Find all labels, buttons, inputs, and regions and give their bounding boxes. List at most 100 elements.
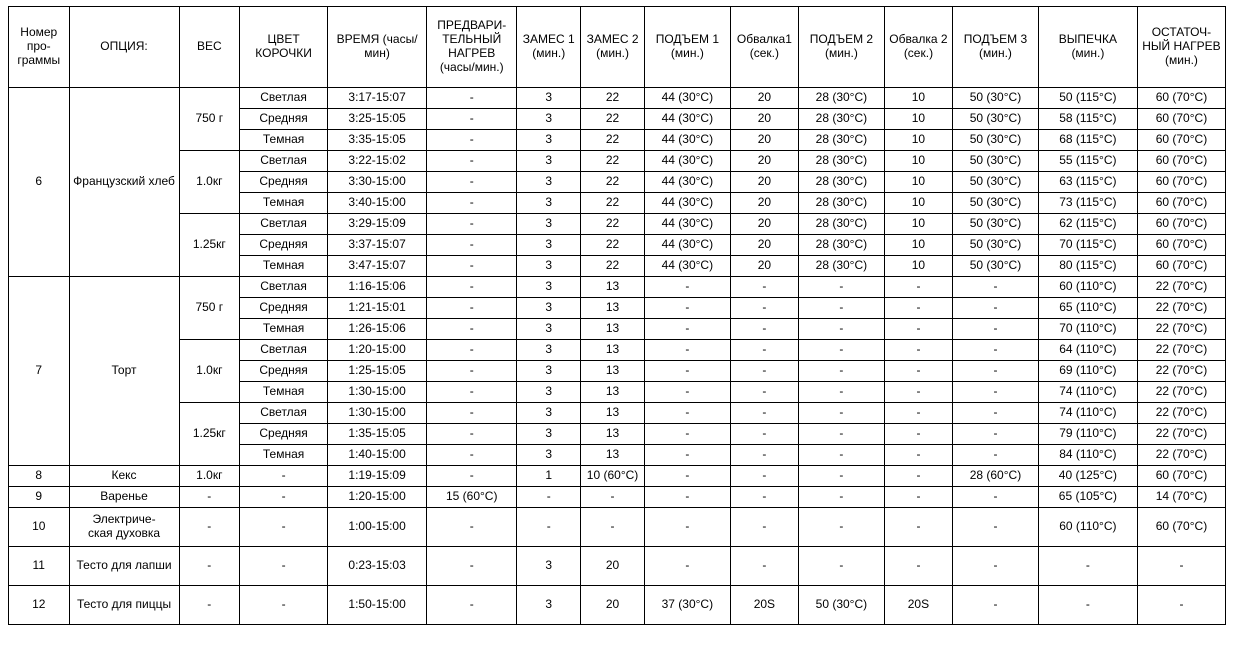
cell-data-10: 22 (70°C)	[1137, 403, 1225, 424]
cell-data-2: 3	[517, 445, 581, 466]
cell-data-0: 1:00-15:00	[328, 508, 427, 547]
cell-crust: Средняя	[240, 361, 328, 382]
cell-data-10: 60 (70°C)	[1137, 172, 1225, 193]
cell-data-5: -	[730, 487, 798, 508]
cell-data-7: 10	[884, 235, 952, 256]
cell-data-3: 22	[581, 193, 645, 214]
cell-data-4: 44 (30°C)	[644, 214, 730, 235]
cell-data-7: 10	[884, 193, 952, 214]
cell-data-5: 20	[730, 256, 798, 277]
table-row: 6Французский хлеб750 гСветлая3:17-15:07-…	[9, 88, 1226, 109]
cell-crust: Средняя	[240, 172, 328, 193]
cell-data-7: 10	[884, 109, 952, 130]
cell-crust: Средняя	[240, 109, 328, 130]
cell-data-9: 55 (115°C)	[1038, 151, 1137, 172]
col-rise2: ПОДЪЕМ 2 (мин.)	[799, 7, 885, 88]
table-row: 1.25кгСветлая3:29-15:09-32244 (30°C)2028…	[9, 214, 1226, 235]
cell-data-7: -	[884, 424, 952, 445]
col-bake: ВЫПЕЧКА (мин.)	[1038, 7, 1137, 88]
cell-data-6: 28 (30°C)	[799, 172, 885, 193]
cell-data-6: 28 (30°C)	[799, 88, 885, 109]
cell-data-9: 68 (115°C)	[1038, 130, 1137, 151]
cell-data-10: -	[1137, 586, 1225, 625]
cell-data-3: 22	[581, 256, 645, 277]
cell-data-6: -	[799, 547, 885, 586]
cell-data-4: -	[644, 466, 730, 487]
cell-data-0: 0:23-15:03	[328, 547, 427, 586]
cell-data-7: -	[884, 466, 952, 487]
cell-data-1: -	[427, 88, 517, 109]
cell-data-8: 50 (30°C)	[953, 88, 1039, 109]
cell-data-9: 62 (115°C)	[1038, 214, 1137, 235]
cell-data-4: 44 (30°C)	[644, 130, 730, 151]
cell-data-9: -	[1038, 586, 1137, 625]
cell-data-2: -	[517, 508, 581, 547]
cell-weight: 1.0кг	[179, 466, 240, 487]
cell-data-8: -	[953, 424, 1039, 445]
cell-data-8: -	[953, 277, 1039, 298]
cell-data-6: -	[799, 424, 885, 445]
cell-data-6: 28 (30°C)	[799, 214, 885, 235]
cell-data-1: -	[427, 298, 517, 319]
cell-option: Торт	[69, 277, 179, 466]
cell-data-10: 60 (70°C)	[1137, 109, 1225, 130]
cell-data-6: 28 (30°C)	[799, 193, 885, 214]
cell-data-0: 3:25-15:05	[328, 109, 427, 130]
cell-data-10: 22 (70°C)	[1137, 361, 1225, 382]
cell-data-5: 20	[730, 151, 798, 172]
col-preheat: ПРЕДВАРИ-ТЕЛЬНЫЙ НАГРЕВ (часы/мин.)	[427, 7, 517, 88]
cell-weight: 750 г	[179, 277, 240, 340]
cell-data-2: 3	[517, 172, 581, 193]
cell-data-9: 70 (115°C)	[1038, 235, 1137, 256]
cell-data-3: -	[581, 487, 645, 508]
cell-data-1: -	[427, 403, 517, 424]
cell-crust: -	[240, 547, 328, 586]
cell-data-2: 3	[517, 403, 581, 424]
cell-data-10: 60 (70°C)	[1137, 256, 1225, 277]
cell-data-10: 60 (70°C)	[1137, 214, 1225, 235]
cell-data-7: 10	[884, 130, 952, 151]
cell-data-9: 74 (110°C)	[1038, 382, 1137, 403]
cell-data-6: -	[799, 445, 885, 466]
table-row: 10Электриче-ская духовка--1:00-15:00----…	[9, 508, 1226, 547]
cell-data-6: -	[799, 382, 885, 403]
cell-data-3: 13	[581, 340, 645, 361]
cell-data-10: 22 (70°C)	[1137, 319, 1225, 340]
cell-data-7: -	[884, 547, 952, 586]
col-punch1: Обвалка1 (сек.)	[730, 7, 798, 88]
col-rise3: ПОДЪЕМ 3 (мин.)	[953, 7, 1039, 88]
cell-data-1: -	[427, 193, 517, 214]
cell-data-10: 22 (70°C)	[1137, 277, 1225, 298]
cell-crust: Средняя	[240, 298, 328, 319]
cell-data-0: 1:20-15:00	[328, 487, 427, 508]
cell-data-8: -	[953, 508, 1039, 547]
cell-data-1: -	[427, 382, 517, 403]
cell-weight: 1.25кг	[179, 214, 240, 277]
cell-data-2: 3	[517, 361, 581, 382]
cell-data-9: 64 (110°C)	[1038, 340, 1137, 361]
cell-data-2: 3	[517, 256, 581, 277]
cell-data-9: 84 (110°C)	[1038, 445, 1137, 466]
cell-data-0: 3:17-15:07	[328, 88, 427, 109]
cell-data-7: -	[884, 487, 952, 508]
cell-crust: Светлая	[240, 151, 328, 172]
cell-data-4: -	[644, 424, 730, 445]
cell-program: 10	[9, 508, 70, 547]
cell-data-0: 3:30-15:00	[328, 172, 427, 193]
cell-data-1: -	[427, 361, 517, 382]
cell-data-1: -	[427, 586, 517, 625]
cell-data-9: 79 (110°C)	[1038, 424, 1137, 445]
cell-data-1: -	[427, 466, 517, 487]
cell-weight: 1.0кг	[179, 340, 240, 403]
cell-data-1: -	[427, 151, 517, 172]
cell-data-6: -	[799, 487, 885, 508]
cell-data-4: -	[644, 361, 730, 382]
cell-data-1: -	[427, 109, 517, 130]
cell-data-4: 37 (30°C)	[644, 586, 730, 625]
col-keepwarm: ОСТАТОЧ-НЫЙ НАГРЕВ (мин.)	[1137, 7, 1225, 88]
cell-data-4: -	[644, 487, 730, 508]
cell-data-7: 10	[884, 151, 952, 172]
cell-data-1: -	[427, 256, 517, 277]
cell-data-0: 3:47-15:07	[328, 256, 427, 277]
cell-program: 7	[9, 277, 70, 466]
